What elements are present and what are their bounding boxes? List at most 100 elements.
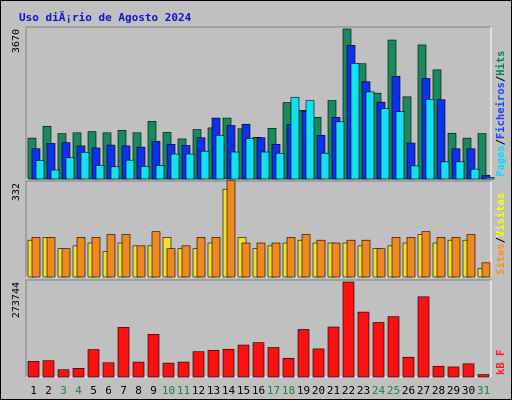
x-tick-label: 16	[252, 384, 265, 397]
bar-sites-day-20	[316, 239, 326, 278]
x-tick-label: 15	[237, 384, 250, 397]
legend-1: Pages/Ficheiros/Hits	[495, 51, 507, 177]
bar-sites-day-12	[196, 237, 206, 278]
bar-kb-f-day-28	[432, 365, 445, 378]
bar-sites-day-6	[106, 234, 116, 278]
bar-pages-day-7	[125, 159, 135, 180]
panel-3	[25, 279, 492, 378]
bar-kb-f-day-4	[72, 368, 85, 378]
x-tick-label: 3	[60, 384, 67, 397]
bar-kb-f-day-8	[132, 361, 145, 378]
x-tick-label: 25	[387, 384, 400, 397]
x-tick-label: 23	[357, 384, 370, 397]
bar-kb-f-day-22	[342, 281, 355, 378]
y-max-label: 273744	[11, 282, 22, 318]
bar-kb-f-day-15	[237, 344, 250, 378]
bar-pages-day-13	[215, 134, 225, 180]
bar-sites-day-9	[151, 231, 161, 278]
x-tick-label: 19	[297, 384, 310, 397]
bar-kb-f-day-21	[327, 326, 340, 378]
legend-item-kb-f: kB F	[495, 350, 507, 375]
bar-sites-day-2	[46, 237, 56, 278]
x-tick-label: 13	[207, 384, 220, 397]
bar-sites-day-27	[421, 231, 431, 278]
bar-sites-day-15	[241, 242, 251, 278]
bar-pages-day-21	[335, 121, 345, 180]
bar-pages-day-12	[200, 150, 210, 180]
x-tick-label: 14	[222, 384, 236, 397]
legend-item-ficheiros: Ficheiros	[495, 82, 507, 139]
x-tick-label: 9	[150, 384, 157, 397]
bar-sites-day-17	[271, 242, 281, 278]
bar-pages-day-8	[140, 166, 150, 180]
x-tick-label: 24	[372, 384, 386, 397]
bar-kb-f-day-7	[117, 327, 130, 378]
bar-kb-f-day-26	[402, 356, 415, 378]
legend-item-: /	[495, 139, 507, 145]
bar-kb-f-day-12	[192, 351, 205, 378]
bar-sites-day-3	[61, 248, 71, 278]
x-tick-label: 7	[120, 384, 127, 397]
legend-item-sites: Sites	[495, 243, 507, 275]
bar-kb-f-day-10	[162, 362, 175, 378]
bar-sites-day-8	[136, 245, 146, 278]
bar-sites-day-5	[91, 237, 101, 278]
bar-kb-f-day-25	[387, 316, 400, 378]
x-tick-label: 4	[75, 384, 82, 397]
bar-sites-day-10	[166, 248, 176, 278]
bar-pages-day-28	[440, 161, 450, 180]
bar-kb-f-day-5	[87, 349, 100, 378]
bar-kb-f-day-19	[297, 329, 310, 378]
bar-sites-day-23	[361, 239, 371, 278]
x-tick-label: 12	[192, 384, 205, 397]
bar-pages-day-14	[230, 151, 240, 180]
bar-sites-day-1	[31, 237, 41, 278]
bar-pages-day-6	[110, 166, 120, 180]
bar-sites-day-29	[451, 237, 461, 278]
bar-pages-day-11	[185, 153, 195, 180]
bar-sites-day-31	[481, 262, 491, 278]
bar-pages-day-15	[245, 138, 255, 180]
bar-pages-day-9	[155, 165, 165, 180]
x-tick-label: 11	[177, 384, 190, 397]
bar-kb-f-day-16	[252, 342, 265, 378]
bar-sites-day-18	[286, 237, 296, 278]
bar-pages-day-2	[50, 169, 60, 180]
bar-pages-day-5	[95, 165, 105, 180]
legend-item-visitas: Visitas	[495, 193, 507, 237]
bar-kb-f-day-31	[477, 374, 490, 378]
bar-kb-f-day-17	[267, 347, 280, 378]
bar-pages-day-19	[305, 100, 315, 180]
chart-title: Uso diÃ¡rio de Agosto 2024	[19, 11, 192, 24]
x-tick-label: 8	[135, 384, 142, 397]
bar-pages-day-25	[395, 111, 405, 180]
x-tick-label: 6	[105, 384, 112, 397]
bar-pages-day-16	[260, 151, 270, 180]
bar-sites-day-11	[181, 245, 191, 278]
bar-sites-day-24	[376, 248, 386, 278]
bar-kb-f-day-27	[417, 296, 430, 378]
legend-item-hits: Hits	[495, 51, 507, 76]
bar-pages-day-31	[485, 177, 495, 180]
y-max-label: 3670	[11, 29, 22, 53]
bar-sites-day-7	[121, 234, 131, 278]
bar-pages-day-4	[80, 152, 90, 180]
bar-sites-day-14	[226, 180, 236, 278]
legend-item-: /	[495, 237, 507, 243]
bar-kb-f-day-29	[447, 366, 460, 378]
x-tick-label: 29	[447, 384, 460, 397]
legend-2: Sites/Visitas	[495, 193, 507, 275]
x-tick-label: 10	[162, 384, 175, 397]
bar-kb-f-day-24	[372, 322, 385, 378]
bar-sites-day-21	[331, 242, 341, 278]
bar-pages-day-17	[275, 152, 285, 180]
bar-kb-f-day-14	[222, 348, 235, 378]
x-tick-label: 20	[312, 384, 325, 397]
legend-item-pages: Pages	[495, 145, 507, 177]
legend-item-: /	[495, 76, 507, 82]
panel-2	[25, 180, 492, 278]
bar-kb-f-day-3	[57, 369, 70, 378]
bar-pages-day-3	[65, 157, 75, 180]
x-tick-label: 31	[477, 384, 490, 397]
